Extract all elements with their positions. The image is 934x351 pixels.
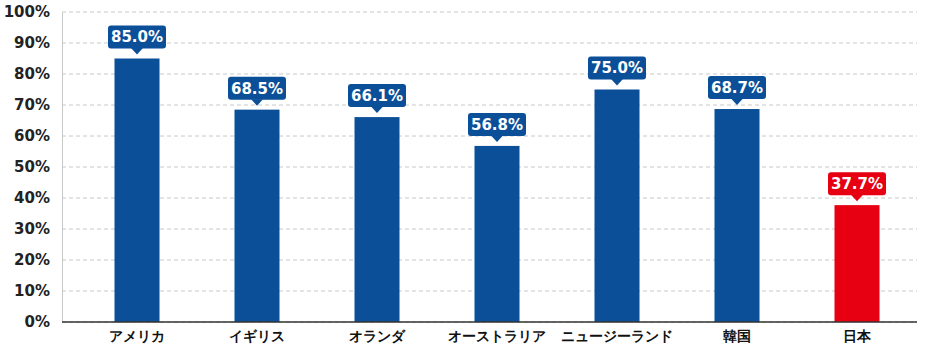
x-tick: オーストラリア	[448, 322, 546, 344]
x-axis-line	[62, 321, 917, 323]
data-label-text: 66.1%	[351, 87, 403, 105]
data-label: 68.5%	[228, 77, 286, 106]
data-label-text: 85.0%	[111, 28, 163, 46]
data-label-box	[108, 26, 166, 49]
x-tick: ニュージーランド	[561, 322, 673, 344]
bar	[595, 90, 640, 323]
data-label-text: 75.0%	[591, 59, 643, 77]
data-label-pointer	[131, 48, 143, 55]
y-tick: 40%	[14, 189, 62, 207]
x-tick: アメリカ	[109, 322, 165, 344]
data-label-text: 56.8%	[471, 116, 523, 134]
bar	[355, 117, 400, 322]
y-tick: 0%	[25, 313, 62, 331]
data-labels: 85.0% 68.5% 66.1% 56.8% 75.0% 68.7% 37.7%	[108, 26, 886, 202]
data-label-pointer	[251, 99, 263, 106]
data-label-pointer	[731, 99, 743, 106]
grid-line	[62, 74, 917, 75]
data-label: 56.8%	[468, 113, 526, 142]
data-label-box	[828, 172, 886, 195]
x-tick: イギリス	[229, 322, 285, 344]
data-label-box	[468, 113, 526, 136]
data-label-text: 68.5%	[231, 80, 283, 98]
grid	[62, 12, 917, 322]
x-tick: オランダ	[349, 322, 406, 344]
y-tick: 50%	[14, 158, 62, 176]
y-tick: 90%	[14, 34, 62, 52]
y-tick: 80%	[14, 65, 62, 83]
x-axis: アメリカ イギリス オランダ オーストラリアニュージーランド 韓国 日本	[62, 322, 917, 344]
bar	[835, 205, 880, 322]
y-tick: 30%	[14, 220, 62, 238]
data-label-box	[588, 57, 646, 80]
bar	[475, 146, 520, 322]
y-tick-label: 20%	[14, 251, 50, 269]
y-tick-label: 0%	[25, 313, 50, 331]
x-tick-label: ニュージーランド	[561, 328, 673, 344]
data-label-pointer	[611, 79, 623, 86]
y-axis-line	[62, 13, 63, 323]
y-tick: 100%	[4, 3, 62, 21]
y-tick-label: 10%	[14, 282, 50, 300]
y-tick: 60%	[14, 127, 62, 145]
chart: 0% 10% 20% 30% 40% 50% 60% 70% 80% 90% 100% アメリカ イギリ…	[0, 0, 934, 351]
data-label: 85.0%	[108, 26, 166, 55]
data-label: 66.1%	[348, 84, 406, 113]
x-tick-label: イギリス	[229, 328, 285, 344]
data-label: 68.7%	[708, 76, 766, 105]
data-label-text: 68.7%	[711, 79, 763, 97]
y-axis: 0% 10% 20% 30% 40% 50% 60% 70% 80% 90% 100%	[4, 3, 63, 331]
data-label: 75.0%	[588, 57, 646, 86]
y-tick: 10%	[14, 282, 62, 300]
bar	[115, 59, 160, 323]
x-tick: 韓国	[723, 322, 751, 344]
y-tick-label: 50%	[14, 158, 50, 176]
x-tick-label: 韓国	[723, 328, 751, 344]
y-tick: 70%	[14, 96, 62, 114]
grid-line	[62, 43, 917, 44]
data-label-box	[708, 76, 766, 99]
grid-line	[62, 12, 917, 13]
grid-line	[62, 322, 917, 323]
x-tick-label: 日本	[843, 328, 872, 344]
y-tick-label: 70%	[14, 96, 50, 114]
y-tick: 20%	[14, 251, 62, 269]
data-label-pointer	[851, 195, 863, 202]
bars	[115, 59, 880, 323]
data-label-text: 37.7%	[831, 175, 883, 193]
data-label-box	[228, 77, 286, 100]
grid-line	[62, 105, 917, 106]
data-label-pointer	[371, 107, 383, 114]
plot: 0% 10% 20% 30% 40% 50% 60% 70% 80% 90% 100% アメリカ イギリ…	[4, 3, 917, 344]
x-tick-label: オランダ	[349, 328, 406, 344]
data-label: 37.7%	[828, 172, 886, 201]
x-tick-label: アメリカ	[109, 328, 165, 344]
data-label-pointer	[491, 135, 503, 142]
x-tick: 日本	[843, 322, 872, 344]
x-tick-label: オーストラリア	[448, 328, 546, 344]
y-tick-label: 80%	[14, 65, 50, 83]
data-label-box	[348, 84, 406, 107]
y-tick-label: 40%	[14, 189, 50, 207]
bar	[235, 110, 280, 322]
bar	[715, 109, 760, 322]
y-tick-label: 100%	[4, 3, 50, 21]
y-tick-label: 60%	[14, 127, 50, 145]
y-tick-label: 90%	[14, 34, 50, 52]
y-tick-label: 30%	[14, 220, 50, 238]
